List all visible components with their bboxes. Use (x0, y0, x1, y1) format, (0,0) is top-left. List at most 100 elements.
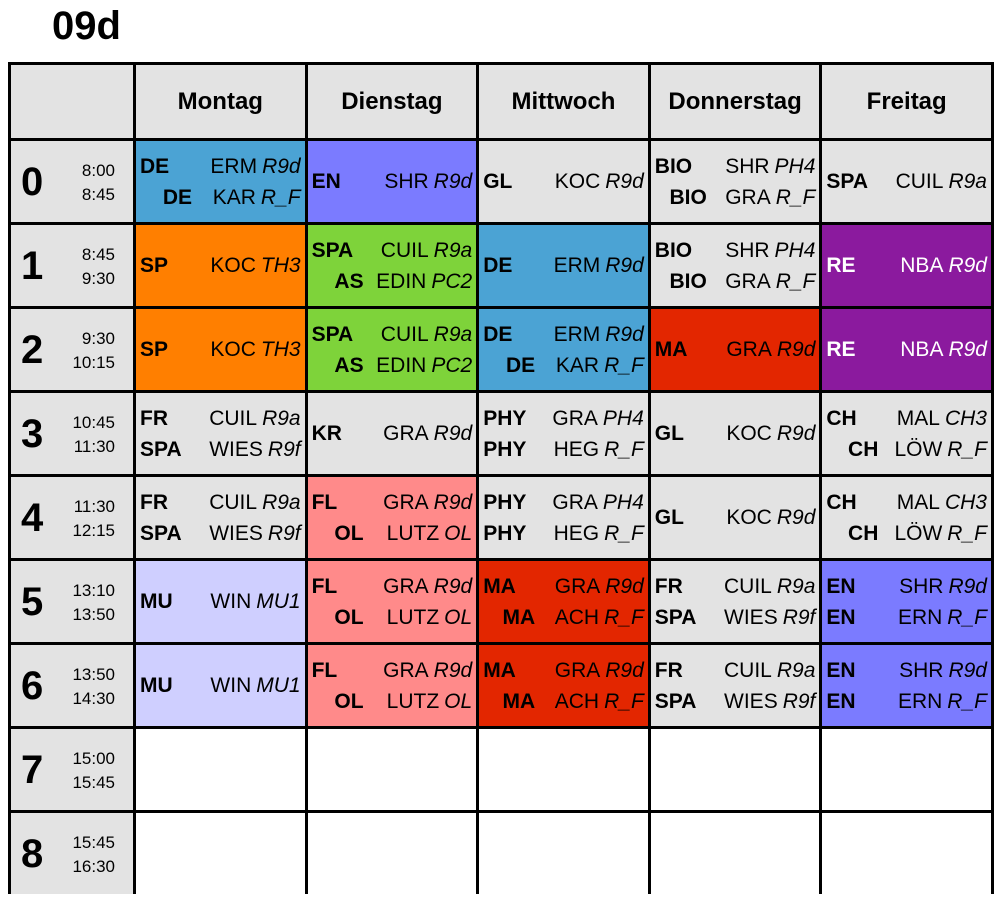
teacher-code: GRA (552, 406, 598, 430)
teacher-code: WIN (210, 674, 252, 697)
teacher-code: LÖW (894, 521, 943, 545)
subject-code: MA (502, 605, 536, 629)
lesson-cell: SPA CUIL R9a AS EDIN PC2 (307, 309, 477, 390)
room-code: PC2 (431, 269, 473, 293)
teacher-code: GRA (383, 658, 429, 682)
teacher-code: GRA (726, 338, 772, 361)
teacher-code: CUIL (209, 406, 258, 430)
room-code: R_F (260, 185, 301, 209)
day-header: Donnerstag (650, 65, 820, 138)
period-number: 3 (21, 412, 44, 456)
period-times: 15:45 16:30 (72, 831, 115, 879)
lesson-line: RE NBA R9d (826, 250, 987, 281)
subject-code: FL (311, 490, 338, 514)
lesson-cell: GL KOC R9d (650, 477, 820, 558)
lesson-cell: FR CUIL R9a SPA WIES R9f (650, 561, 820, 642)
lesson-line: GL KOC R9d (655, 418, 816, 449)
teacher-code: ERN (897, 605, 943, 629)
period-end-time: 9:30 (81, 269, 115, 288)
lesson-cell: SP KOC TH3 (136, 309, 305, 390)
teacher-code: WIES (209, 437, 263, 461)
lesson-line: SPA WIES R9f (140, 518, 301, 549)
room-code: R_F (604, 521, 644, 545)
lesson-line: BIO SHR PH4 (655, 151, 816, 182)
room-code: PH4 (602, 406, 644, 430)
room-code: R9d (605, 322, 644, 346)
teacher-code: EDIN (376, 269, 427, 293)
empty-cell (650, 813, 820, 894)
period-end-time: 10:15 (72, 353, 115, 372)
subject-code: PHY (483, 437, 527, 461)
subject-code: CH (848, 521, 879, 545)
lesson-line: MU WIN MU1 (140, 586, 301, 617)
room-code: R9d (776, 506, 816, 529)
empty-cell (479, 729, 648, 810)
lesson-cell: MA GRA R9d (650, 309, 820, 390)
room-code: R9d (605, 254, 644, 277)
subject-code: PHY (483, 406, 527, 430)
subject-code: SPA (654, 689, 697, 713)
teacher-code: SHR (725, 238, 770, 262)
subject-code: BIO (669, 269, 707, 293)
teacher-code: KAR (212, 185, 256, 209)
period-header: 6 13:50 14:30 (11, 645, 133, 726)
room-code: PC2 (431, 353, 473, 377)
period-start-time: 11:30 (73, 497, 115, 516)
room-code: R9d (948, 338, 987, 361)
teacher-code: GRA (383, 490, 429, 514)
teacher-code: KOC (210, 338, 256, 361)
teacher-code: WIES (724, 689, 778, 713)
subject-code: FL (311, 574, 338, 598)
lesson-line: CH MAL CH3 (826, 487, 987, 518)
teacher-code: CUIL (380, 238, 429, 262)
teacher-code: ERN (897, 689, 943, 713)
lesson-line: PHY HEG R_F (483, 518, 644, 549)
subject-code: CH (826, 490, 857, 514)
period-end-time: 12:15 (72, 521, 115, 540)
room-code: OL (444, 605, 473, 629)
lesson-line: SPA CUIL R9a (312, 235, 473, 266)
lesson-line: CH MAL CH3 (826, 403, 987, 434)
period-times: 9:30 10:15 (72, 327, 115, 375)
day-header: Mittwoch (479, 65, 648, 138)
corner-cell (11, 65, 133, 138)
lesson-cell: DE ERM R9d DE KAR R_F (479, 309, 648, 390)
lesson-line: MA GRA R9d (483, 571, 644, 602)
teacher-code: GRA (725, 269, 771, 293)
period-times: 10:45 11:30 (72, 411, 115, 459)
subject-code: DE (506, 353, 536, 377)
subject-code: EN (826, 658, 856, 682)
subject-code: SP (140, 254, 169, 277)
room-code: OL (444, 689, 473, 713)
period-end-time: 16:30 (72, 857, 115, 876)
period-start-time: 8:00 (81, 161, 115, 180)
period-header: 0 8:00 8:45 (11, 141, 133, 222)
lesson-cell: FL GRA R9d OL LUTZ OL (307, 477, 477, 558)
period-end-time: 8:45 (81, 185, 115, 204)
lesson-cell: FL GRA R9d OL LUTZ OL (307, 561, 477, 642)
subject-code: BIO (669, 185, 707, 209)
day-header: Montag (136, 65, 305, 138)
period-end-time: 15:45 (72, 773, 115, 792)
room-code: R9d (605, 574, 644, 598)
teacher-code: LUTZ (386, 689, 440, 713)
teacher-code: ACH (554, 605, 600, 629)
subject-code: MA (654, 338, 688, 361)
subject-code: BIO (654, 238, 693, 262)
lesson-line: GL KOC R9d (483, 166, 644, 197)
lesson-line: RE NBA R9d (826, 334, 987, 365)
day-header: Freitag (822, 65, 991, 138)
teacher-code: LÖW (894, 437, 943, 461)
subject-code: MA (502, 689, 536, 713)
teacher-code: ERM (553, 322, 601, 346)
lesson-line: DE KAR R_F (483, 350, 644, 381)
lesson-line: FL GRA R9d (312, 487, 473, 518)
subject-code: SPA (140, 437, 182, 461)
teacher-code: KAR (555, 353, 600, 377)
teacher-code: GRA (554, 658, 601, 682)
room-code: R9d (262, 154, 301, 178)
subject-code: BIO (654, 154, 693, 178)
room-code: R9d (948, 658, 987, 682)
subject-code: MA (483, 658, 516, 682)
lesson-cell: BIO SHR PH4 BIO GRA R_F (650, 225, 820, 306)
